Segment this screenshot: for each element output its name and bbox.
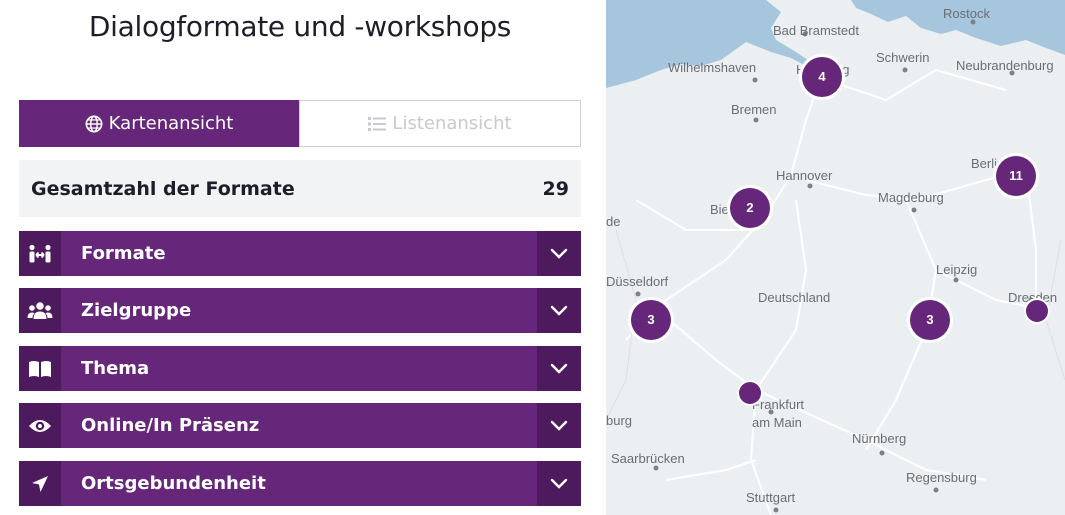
- filter-zielgruppe[interactable]: Zielgruppe: [19, 288, 581, 333]
- filter-label: Ortsgebundenheit: [81, 473, 266, 494]
- map-label-magdeburg: Magdeburg: [878, 190, 944, 205]
- eye-icon: [19, 403, 61, 448]
- tab-map-view[interactable]: Kartenansicht: [19, 100, 299, 147]
- chevron-down-icon[interactable]: [537, 403, 581, 448]
- filter-online-praesenz[interactable]: Online/In Präsenz: [19, 403, 581, 448]
- map-label-nuernberg: Nürnberg: [852, 431, 906, 446]
- map-canvas[interactable]: Rostock Bad Bramstedt Schwerin Wilhelmsh…: [606, 0, 1065, 515]
- cluster-count: 3: [647, 312, 654, 327]
- map-cluster-jena[interactable]: 3: [907, 297, 953, 343]
- page-title: Dialogformate und -workshops: [88, 10, 512, 43]
- map-label-leipzig: Leipzig: [936, 262, 977, 277]
- map-label-am-main: am Main: [752, 415, 802, 430]
- map-label-wilhelmshaven: Wilhelmshaven: [668, 60, 756, 75]
- filter-label: Zielgruppe: [81, 300, 192, 321]
- elbe-estuary: [756, 40, 811, 66]
- map-label-frankfurt: Frankfurt: [752, 397, 804, 412]
- map-cluster-duesseldorf[interactable]: 3: [628, 297, 674, 343]
- filter-thema[interactable]: Thema: [19, 346, 581, 391]
- book-icon: [19, 346, 61, 391]
- chevron-down-icon[interactable]: [537, 461, 581, 506]
- people-arrows-icon: [19, 231, 61, 276]
- map-label-bad-bramstedt: Bad Bramstedt: [773, 23, 859, 38]
- total-count-label: Gesamtzahl der Formate: [31, 177, 295, 200]
- map-cluster-berlin[interactable]: 11: [993, 153, 1039, 199]
- view-toggle: Kartenansicht Listenansicht: [19, 100, 581, 147]
- cluster-count: 3: [926, 312, 933, 327]
- map-marker-dresden[interactable]: [1024, 298, 1050, 324]
- cluster-count: 11: [1009, 168, 1023, 183]
- tab-map-view-label: Kartenansicht: [108, 113, 234, 134]
- filter-label: Formate: [81, 243, 166, 264]
- map-view[interactable]: Rostock Bad Bramstedt Schwerin Wilhelmsh…: [606, 0, 1065, 515]
- list-icon: [368, 116, 387, 131]
- filter-formate[interactable]: Formate: [19, 231, 581, 276]
- location-arrow-icon: [19, 461, 61, 506]
- chevron-down-icon[interactable]: [537, 231, 581, 276]
- map-cluster-bielefeld[interactable]: 2: [727, 185, 773, 231]
- users-icon: [19, 288, 61, 333]
- total-count-bar: Gesamtzahl der Formate 29: [19, 160, 581, 217]
- filter-panel: Dialogformate und -workshops Kartenansic…: [19, 10, 581, 506]
- north-sea: [606, 0, 781, 88]
- map-marker-frankfurt[interactable]: [737, 380, 763, 406]
- baltic-sea: [851, 0, 1065, 55]
- map-label-schwerin: Schwerin: [876, 50, 929, 65]
- map-label-regensburg: Regensburg: [906, 470, 977, 485]
- map-label-bremen: Bremen: [731, 102, 777, 117]
- map-label-burg-fragment: burg: [606, 413, 632, 428]
- map-label-rostock: Rostock: [943, 6, 990, 21]
- chevron-down-icon[interactable]: [537, 288, 581, 333]
- filter-label: Online/In Präsenz: [81, 415, 260, 436]
- filter-label: Thema: [81, 358, 150, 379]
- cluster-count: 4: [818, 69, 826, 84]
- total-count-value: 29: [542, 177, 569, 200]
- tab-list-view[interactable]: Listenansicht: [299, 100, 581, 147]
- map-label-hannover: Hannover: [776, 168, 833, 183]
- map-label-country: Deutschland: [758, 290, 830, 305]
- filter-ortsgebundenheit[interactable]: Ortsgebundenheit: [19, 461, 581, 506]
- map-label-duesseldorf: Düsseldorf: [606, 274, 669, 289]
- map-label-stuttgart: Stuttgart: [746, 490, 796, 505]
- cluster-count: 2: [746, 200, 753, 215]
- map-label-saarbruecken: Saarbrücken: [611, 451, 685, 466]
- map-label-de-fragment: de: [606, 214, 620, 229]
- map-cluster-hamburg[interactable]: 4: [799, 54, 845, 100]
- globe-icon: [85, 115, 103, 132]
- chevron-down-icon[interactable]: [537, 346, 581, 391]
- map-label-neubrandenburg: Neubrandenburg: [956, 58, 1054, 73]
- tab-list-view-label: Listenansicht: [392, 113, 512, 134]
